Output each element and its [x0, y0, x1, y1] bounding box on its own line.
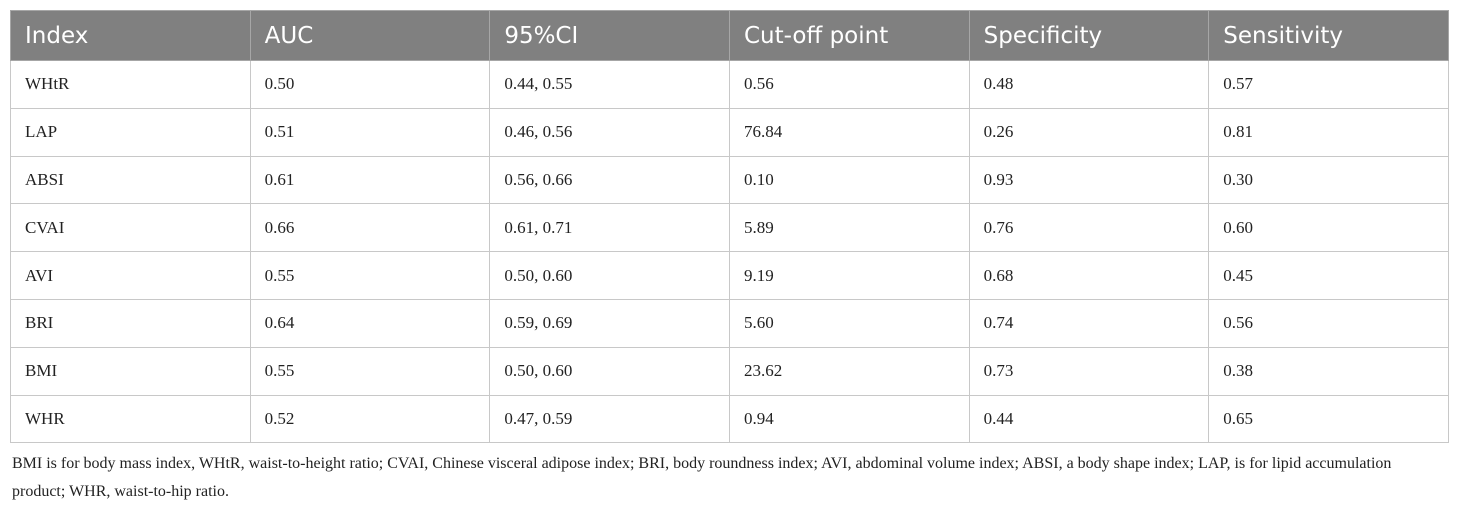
table-cell: BRI — [10, 298, 251, 348]
table-row: WHR 0.52 0.47, 0.59 0.94 0.44 0.65 — [10, 394, 1449, 444]
table-cell: 0.55 — [249, 251, 491, 300]
header-cell: Specificity — [968, 10, 1210, 61]
table-cell: 9.19 — [728, 251, 970, 300]
table-cell: 0.50, 0.60 — [489, 251, 730, 300]
table-wrap: Index AUC 95%CI Cut-off point Specificity Sen… — [10, 10, 1449, 444]
table-cell: ABSI — [10, 155, 251, 205]
table-cell: 0.30 — [1208, 155, 1449, 205]
footnote: BMI is for body mass index, WHtR, waist-… — [12, 455, 1392, 500]
table-cell: 0.65 — [1208, 394, 1449, 444]
table-cell: 0.26 — [968, 107, 1210, 157]
header-row: Index AUC 95%CI Cut-off point Specificity Sen… — [10, 10, 1449, 61]
table-cell: 0.57 — [1208, 60, 1449, 109]
table-cell: WHR — [10, 394, 251, 444]
table-row: ABSI 0.61 0.56, 0.66 0.10 0.93 0.30 — [10, 155, 1449, 205]
table-cell: LAP — [10, 107, 251, 157]
table-cell: 0.52 — [249, 394, 491, 444]
table-cell: 23.62 — [728, 346, 970, 396]
table-row: BMI 0.55 0.50, 0.60 23.62 0.73 0.38 — [10, 346, 1449, 396]
table-body: WHtR 0.50 0.44, 0.55 0.56 0.48 0.57 LAP 0.51 0.4… — [10, 60, 1449, 444]
table-cell: 0.64 — [249, 298, 491, 348]
header-cell: 95%CI — [489, 10, 730, 61]
table-cell: 0.56, 0.66 — [489, 155, 730, 205]
table-cell: 0.76 — [968, 203, 1210, 253]
table-row: CVAI 0.66 0.61, 0.71 5.89 0.76 0.60 — [10, 203, 1449, 253]
table-cell: AVI — [10, 251, 251, 300]
table-cell: 0.46, 0.56 — [489, 107, 730, 157]
table-cell: 0.45 — [1208, 251, 1449, 300]
table-cell: 0.73 — [968, 346, 1210, 396]
table-cell: 0.93 — [968, 155, 1210, 205]
table-cell: 0.51 — [249, 107, 491, 157]
table-cell: 0.81 — [1208, 107, 1449, 157]
table-cell: 0.56 — [1208, 298, 1449, 348]
header-cell: AUC — [249, 10, 491, 61]
table-cell: 76.84 — [728, 107, 970, 157]
table-cell: 0.50, 0.60 — [489, 346, 730, 396]
table-cell: 5.60 — [728, 298, 970, 348]
header-cell: Cut-off point — [728, 10, 970, 61]
table-cell: BMI — [10, 346, 251, 396]
table-cell: 0.44 — [968, 394, 1210, 444]
header-cell: Sensitivity — [1208, 10, 1449, 61]
table-cell: 0.94 — [728, 394, 970, 444]
table: Index AUC 95%CI Cut-off point Specificity Sen… — [10, 10, 1449, 444]
table-cell: 0.56 — [728, 60, 970, 109]
table-row: AVI 0.55 0.50, 0.60 9.19 0.68 0.45 — [10, 251, 1449, 300]
table-row: BRI 0.64 0.59, 0.69 5.60 0.74 0.56 — [10, 298, 1449, 348]
table-cell: 0.60 — [1208, 203, 1449, 253]
header-cell: Index — [10, 10, 251, 61]
table-cell: 5.89 — [728, 203, 970, 253]
table-cell: 0.10 — [728, 155, 970, 205]
table-cell: 0.61, 0.71 — [489, 203, 730, 253]
table-cell: 0.47, 0.59 — [489, 394, 730, 444]
table-cell: 0.61 — [249, 155, 491, 205]
table-row: LAP 0.51 0.46, 0.56 76.84 0.26 0.81 — [10, 107, 1449, 157]
table-cell: 0.68 — [968, 251, 1210, 300]
table-cell: 0.50 — [249, 60, 491, 109]
table-row: WHtR 0.50 0.44, 0.55 0.56 0.48 0.57 — [10, 60, 1449, 109]
table-cell: 0.66 — [249, 203, 491, 253]
table-cell: 0.44, 0.55 — [489, 60, 730, 109]
table-cell: 0.55 — [249, 346, 491, 396]
table-cell: 0.74 — [968, 298, 1210, 348]
table-cell: 0.59, 0.69 — [489, 298, 730, 348]
table-cell: WHtR — [10, 60, 251, 109]
table-cell: CVAI — [10, 203, 251, 253]
table-cell: 0.48 — [968, 60, 1210, 109]
table-cell: 0.38 — [1208, 346, 1449, 396]
